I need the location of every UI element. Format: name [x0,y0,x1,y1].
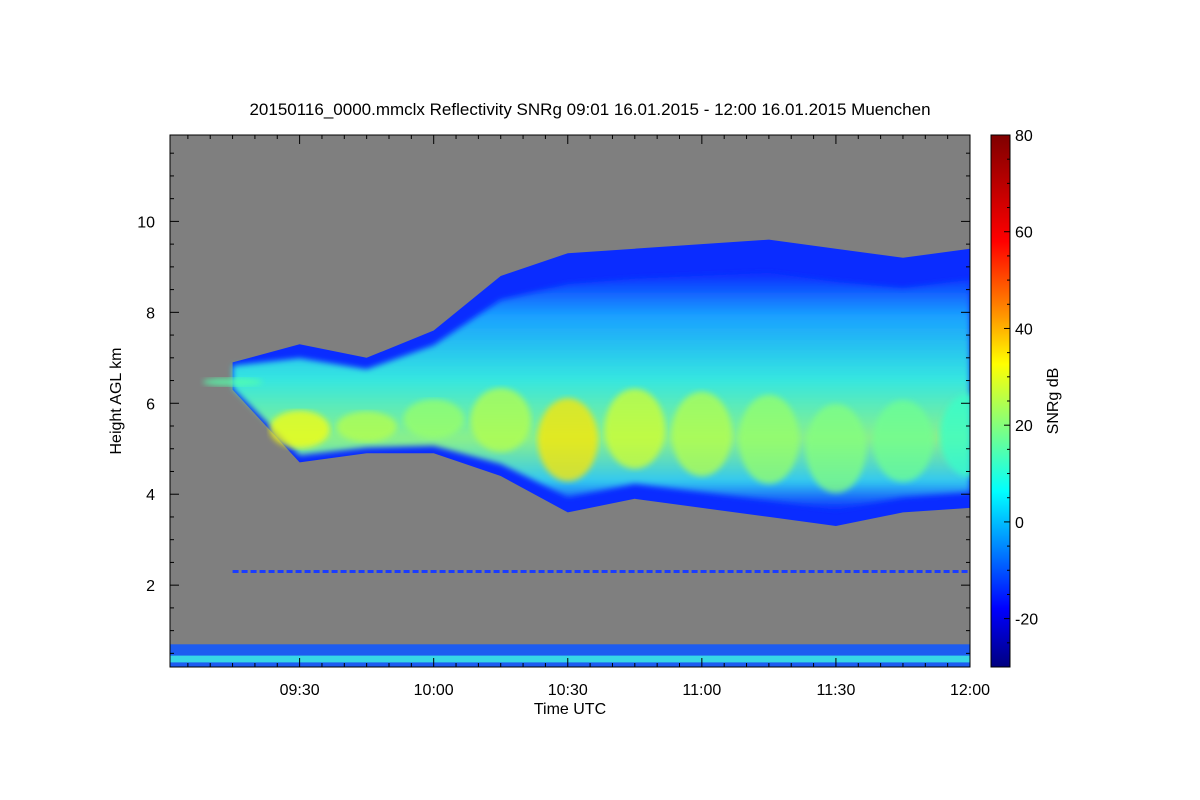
colorbar-tick-label: 80 [1015,128,1033,145]
plot-area [170,135,970,667]
colorbar-label: SNRg dB [1045,368,1062,435]
surface-clutter-core [170,655,970,663]
colorbar-tick-label: 20 [1015,418,1033,435]
cloud-peak-cell [604,388,665,469]
cloud-peak-cell [671,391,732,477]
cloud-peak-cell [537,398,598,482]
cloud-peak-cell [470,388,531,452]
colorbar-tick-label: 0 [1015,515,1024,532]
y-tick-label: 10 [137,214,155,231]
colorbar-tick-label: -20 [1015,612,1038,629]
colorbar-tick-label: 40 [1015,321,1033,338]
x-tick-label: 09:30 [280,682,320,699]
x-axis-label: Time UTC [534,701,606,718]
cloud-peak-cell [269,410,330,449]
x-tick-label: 10:00 [414,682,454,699]
y-tick-label: 6 [146,396,155,413]
x-tick-label: 11:00 [682,682,721,699]
cloud-peak-cell [336,411,397,442]
y-tick-label: 4 [146,487,155,504]
cloud-peak-cell [805,404,866,493]
cloud-echo-layer [202,239,970,526]
chart-title: 20150116_0000.mmclx Reflectivity SNRg 09… [249,100,930,119]
x-tick-label: 10:30 [548,682,588,699]
cloud-peak-cell [403,399,464,439]
x-tick-label: 11:30 [816,682,855,699]
y-axis-label: Height AGL km [108,347,125,454]
y-tick-label: 2 [146,578,155,595]
y-axis: 2 4 6 8 10 [137,152,970,654]
x-axis: 09:30 10:00 10:30 11:00 11:30 12:00 [187,135,990,699]
colorbar-axis: -20 0 20 40 60 80 [1004,128,1038,668]
y-tick-label: 8 [146,305,155,322]
colorbar-tick-label: 60 [1015,225,1033,242]
cloud-peak-cell [873,400,933,482]
x-tick-label: 12:00 [950,682,990,699]
cloud-peak-cell [738,394,799,484]
near-surface-clutter [170,570,970,667]
cloud-peak-cell [940,393,970,477]
cloud-peak-cell [202,377,263,387]
plot-frame [169,134,971,668]
